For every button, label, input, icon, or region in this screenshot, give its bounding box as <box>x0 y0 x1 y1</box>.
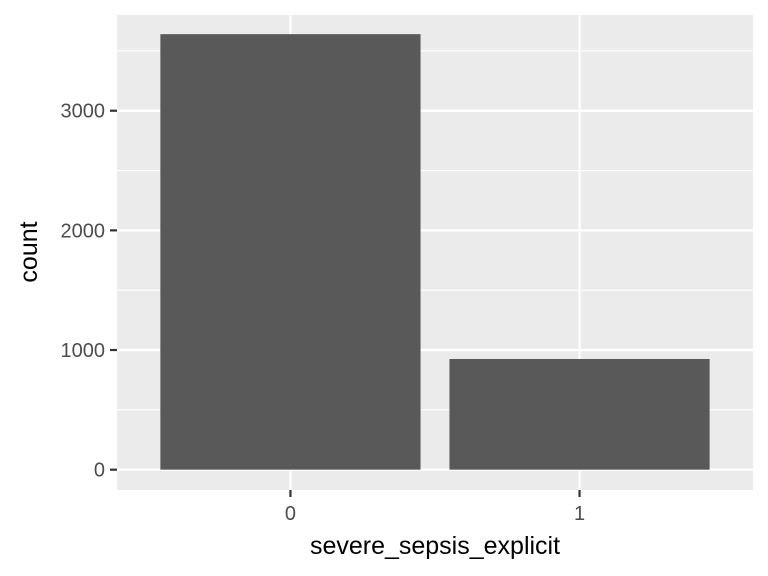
x-axis-title: severe_sepsis_explicit <box>310 532 560 560</box>
bars <box>160 34 710 470</box>
x-tick-label: 0 <box>285 503 296 525</box>
y-tick-label: 2000 <box>61 220 106 242</box>
y-tick-label: 3000 <box>61 101 106 123</box>
bar-0 <box>160 34 421 470</box>
y-tick-label: 0 <box>94 460 105 482</box>
y-axis: 0 1000 2000 3000 <box>61 101 117 482</box>
x-tick-label: 1 <box>574 503 585 525</box>
y-tick-label: 1000 <box>61 340 106 362</box>
bar-1 <box>449 358 710 470</box>
y-axis-title: count <box>15 221 43 282</box>
